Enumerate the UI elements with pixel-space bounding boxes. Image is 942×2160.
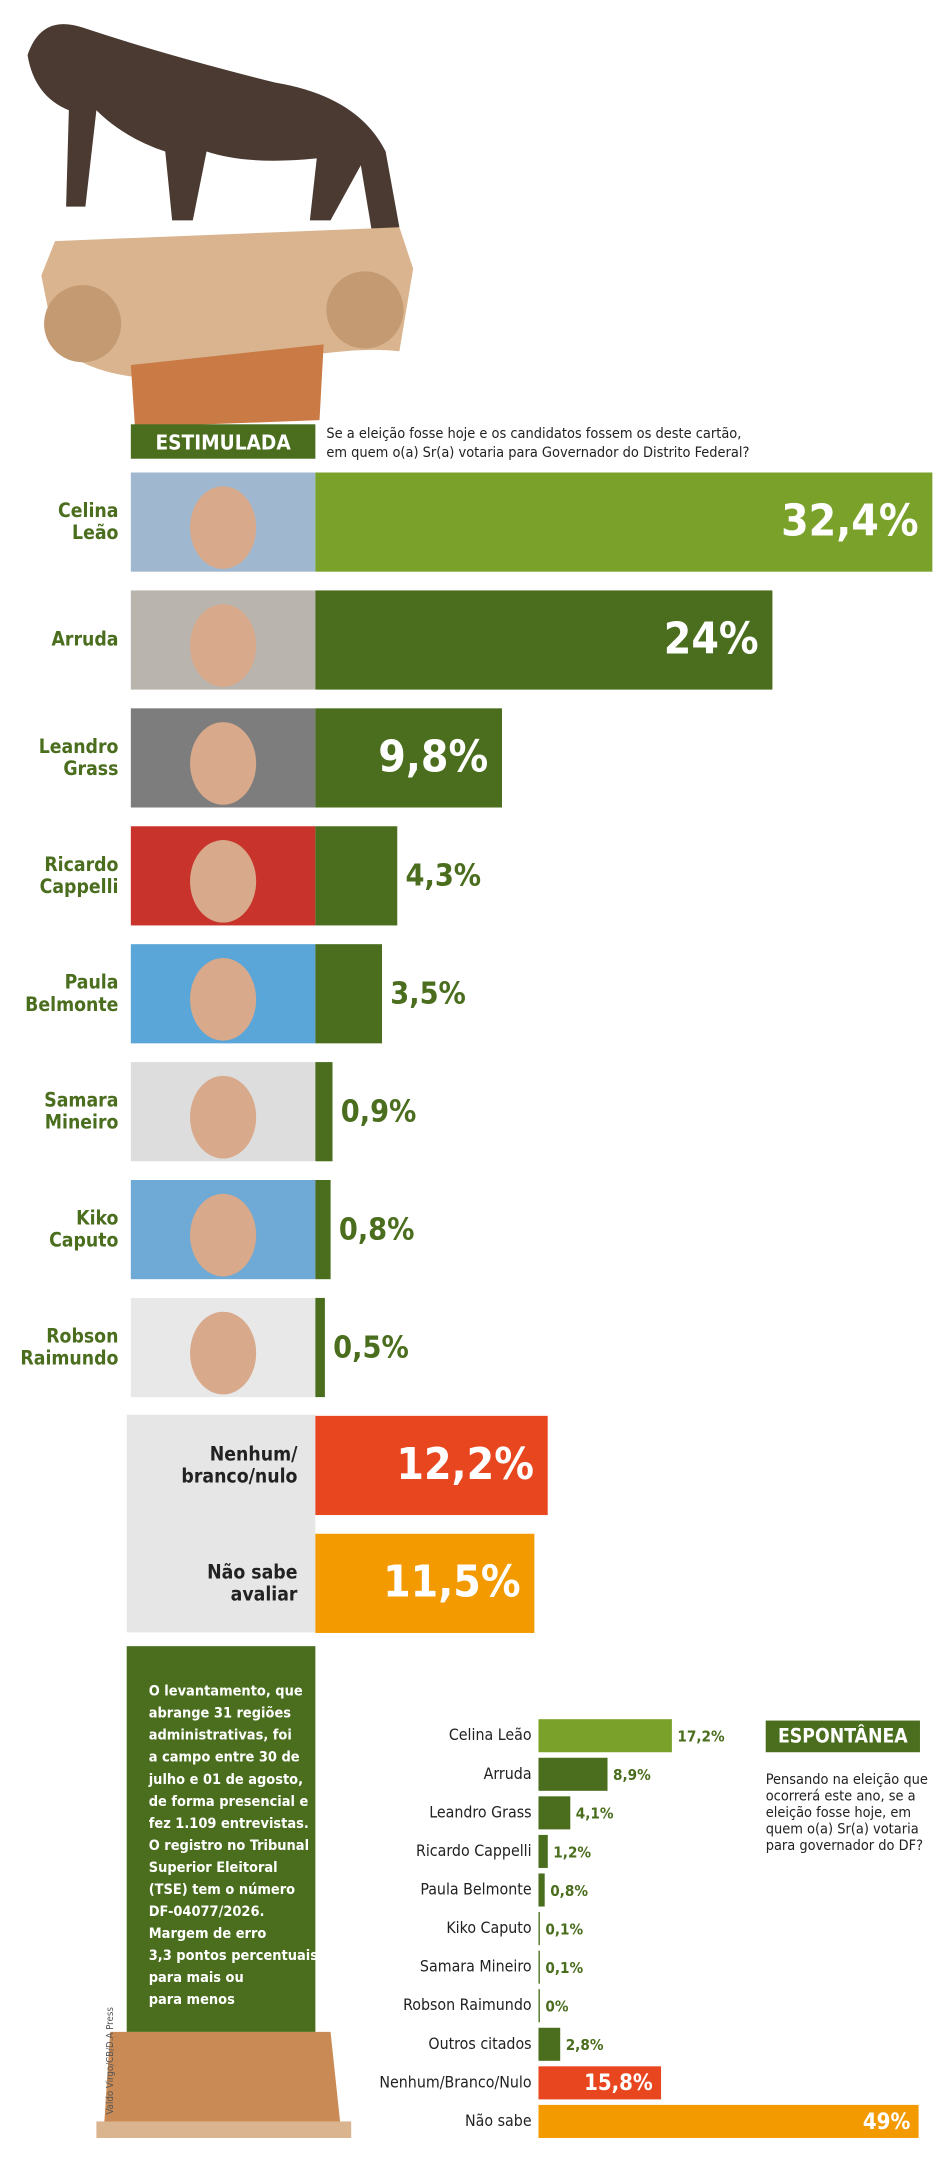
value-label: 9,8% <box>378 731 488 782</box>
chart-title: ESTIMULADA <box>155 431 291 455</box>
category-label: Nenhum/branco/nulo <box>181 1442 298 1487</box>
photo-face <box>190 1193 257 1277</box>
value-label: 3,5% <box>390 977 466 1012</box>
category-label: Paula Belmonte <box>25 970 118 1015</box>
category-label: Outros citados <box>428 2034 531 2053</box>
note-box <box>126 1646 316 2032</box>
bar <box>538 1834 548 1868</box>
chart-title: ESPONTÂNEA <box>778 1725 908 1748</box>
value-label: 32,4% <box>781 495 919 546</box>
category-label: Não sabe <box>465 2111 532 2130</box>
category-label: Robson Raimundo <box>20 1324 118 1369</box>
bar <box>315 826 398 926</box>
photo-face <box>190 1311 257 1395</box>
photo-face <box>190 1075 257 1159</box>
category-label: Kiko Caputo <box>49 1206 118 1251</box>
statue <box>27 24 414 2138</box>
value-label: 0,1% <box>545 1920 583 1938</box>
bar <box>538 2027 561 2061</box>
value-label: 0% <box>545 1998 568 2016</box>
category-label: Celina Leão <box>449 1725 532 1744</box>
category-label: Ricardo Cappelli <box>40 852 119 897</box>
bar <box>538 1719 672 1753</box>
value-label: 8,9% <box>613 1766 651 1784</box>
chart-subtitle: Pensando na eleição que ocorrerá este ano… <box>766 1772 928 1854</box>
category-label: Nenhum/Branco/Nulo <box>379 2072 531 2091</box>
header-box <box>765 1720 920 1753</box>
value-label: 49% <box>863 2110 911 2135</box>
bar <box>538 2104 919 2138</box>
value-label: 0,9% <box>341 1095 417 1130</box>
bar <box>315 1180 331 1280</box>
bar <box>315 1415 548 1516</box>
value-label: 15,8% <box>584 2071 653 2096</box>
value-label: 2,8% <box>566 2036 604 2054</box>
category-label: Leandro Grass <box>39 734 119 779</box>
category-label: Arruda <box>51 628 118 651</box>
value-label: 4,1% <box>576 1805 614 1823</box>
category-label: Samara Mineiro <box>44 1088 118 1133</box>
category-label: Samara Mineiro <box>420 1957 532 1976</box>
category-label: Não sabe avaliar <box>207 1560 298 1605</box>
bar <box>538 2066 662 2100</box>
category-label: Celina Leão <box>58 499 118 544</box>
value-label: 12,2% <box>396 1439 534 1490</box>
bar <box>315 590 773 690</box>
photo-face <box>190 722 257 805</box>
bar <box>538 1873 545 1907</box>
value-label: 0,8% <box>339 1212 415 1247</box>
value-label: 1,2% <box>553 1843 591 1861</box>
bar <box>315 944 383 1044</box>
value-label: 0,5% <box>333 1330 409 1365</box>
photo-face <box>190 840 257 923</box>
photo-face <box>190 604 257 687</box>
bar <box>538 1796 571 1830</box>
value-label: 0,8% <box>550 1882 588 1900</box>
category-label: Ricardo Cappelli <box>416 1841 532 1860</box>
bar <box>315 1297 325 1398</box>
value-label: 4,3% <box>406 859 482 894</box>
bar <box>315 1533 535 1633</box>
bar <box>538 1989 540 2023</box>
value-label: 11,5% <box>383 1557 521 1608</box>
header-box <box>130 424 316 459</box>
value-label: 0,1% <box>545 1959 583 1977</box>
photo-face <box>190 957 257 1041</box>
credit: Valdo Virgo/CB/D.A Press <box>105 2007 116 2115</box>
photo-face <box>190 486 257 569</box>
note: O levantamento, que abrange 31 regiões adm… <box>148 1684 318 2009</box>
value-label: 17,2% <box>677 1728 725 1746</box>
label-box <box>126 1414 316 1633</box>
bar <box>315 1062 333 1162</box>
bar <box>315 708 502 808</box>
category-label: Kiko Caputo <box>446 1918 531 1937</box>
chart-subtitle: Se a eleição fosse hoje e os candidatos … <box>326 426 749 461</box>
bar <box>538 1950 540 1984</box>
value-label: 24% <box>664 613 759 664</box>
category-label: Robson Raimundo <box>403 1995 532 2014</box>
category-label: Arruda <box>484 1764 532 1783</box>
category-label: Paula Belmonte <box>420 1879 531 1898</box>
category-label: Leandro Grass <box>429 1802 531 1821</box>
bar <box>538 1912 540 1946</box>
bar <box>315 472 933 572</box>
bar <box>538 1757 608 1791</box>
